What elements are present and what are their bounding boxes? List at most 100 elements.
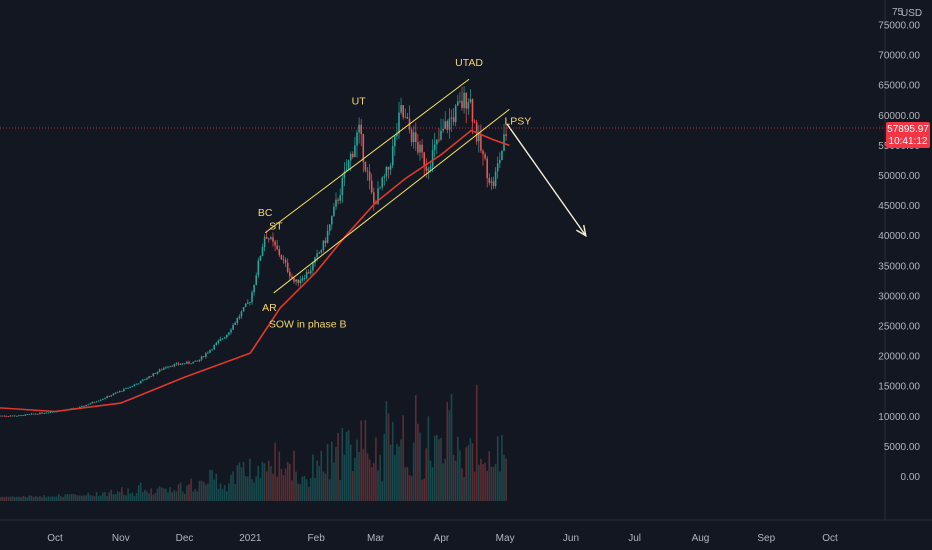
x-tick-label: Mar — [367, 533, 385, 544]
candle-body — [305, 272, 308, 279]
volume-bar — [11, 496, 14, 501]
annotation-label: AR — [262, 302, 277, 314]
candle-body — [11, 415, 14, 417]
volume-bar — [34, 496, 37, 501]
volume-bar — [108, 492, 110, 501]
channel-upper-line[interactable] — [264, 78, 470, 234]
volume-bar — [236, 465, 239, 501]
candle-body — [373, 192, 375, 204]
volume-bar — [85, 495, 87, 501]
candle-body — [396, 133, 398, 137]
candle-body — [410, 129, 413, 143]
candle-body — [492, 181, 495, 187]
candle-body — [272, 237, 274, 242]
candle-body — [173, 364, 176, 367]
volume-bar — [137, 485, 140, 501]
volume-bar — [167, 492, 169, 501]
y-tick-label: 25000.00 — [878, 322, 920, 333]
volume-bar — [488, 450, 491, 501]
candle-body — [217, 340, 220, 343]
volume-bar — [438, 439, 440, 501]
candle-body — [427, 168, 430, 171]
candle-body — [423, 152, 425, 167]
candle-body — [312, 262, 314, 271]
candle-body — [49, 411, 52, 413]
candle-body — [436, 139, 438, 145]
candle-body — [18, 415, 20, 417]
candle-body — [326, 231, 329, 243]
candle-body — [471, 99, 474, 122]
candle-body — [501, 150, 503, 161]
volume-bar — [156, 488, 159, 501]
candle-body — [429, 166, 432, 169]
candle-body — [488, 178, 491, 183]
candle-body — [379, 187, 381, 189]
volume-bar — [463, 476, 465, 501]
candle-body — [123, 388, 125, 392]
candle-body — [328, 224, 331, 232]
volume-bar — [202, 481, 205, 501]
candle-body — [480, 134, 482, 151]
candle-body — [194, 360, 197, 362]
candle-body — [81, 405, 83, 407]
volume-bar — [282, 474, 285, 501]
volume-bar — [496, 436, 499, 501]
x-tick-label: 2021 — [239, 533, 262, 544]
volume-bar — [394, 454, 396, 501]
price-axis[interactable]: 0.00 5000.00 10000.00 15000.00 20000.00 25000… — [878, 7, 920, 483]
y-tick-label: 60000.00 — [878, 111, 920, 122]
candle-body — [316, 253, 318, 258]
volume-bar — [412, 442, 415, 501]
candle-body — [412, 132, 415, 143]
volume-bar — [301, 476, 304, 501]
volume-bar — [93, 496, 96, 501]
volume-bar — [118, 492, 121, 501]
volume-bar — [238, 462, 241, 501]
volume-bar — [154, 493, 157, 501]
candle-body — [102, 398, 104, 400]
projection-arrow[interactable] — [506, 123, 587, 238]
candle-body — [452, 117, 455, 123]
volume-bar — [442, 463, 444, 501]
volume-bar — [186, 485, 188, 501]
x-tick-label: Jul — [628, 533, 641, 544]
time-axis[interactable]: Oct Nov Dec 2021 Feb Mar Apr May Jun Jul Aug Sep Oct — [47, 533, 838, 544]
current-price-tag: 57895.97 10:41:12 — [886, 122, 930, 149]
candle-body — [257, 260, 260, 276]
candle-body — [398, 112, 400, 134]
volume-bar — [121, 487, 123, 501]
candle-body — [286, 262, 289, 272]
channel-lower-line[interactable] — [273, 108, 510, 294]
y-tick-label: 5000.00 — [884, 442, 921, 453]
candle-body — [95, 401, 98, 403]
volume-bar — [431, 467, 434, 501]
x-tick-label: Nov — [112, 533, 130, 544]
volume-bar — [324, 473, 327, 501]
y-tick-label: 30000.00 — [878, 291, 920, 302]
volume-bar — [459, 450, 461, 501]
volume-bar — [425, 448, 428, 501]
candle-body — [289, 271, 291, 277]
candle-body — [108, 396, 110, 398]
volume-bar — [53, 496, 56, 501]
candle-body — [331, 216, 333, 225]
candle-body — [496, 163, 499, 172]
volume-bar — [74, 494, 77, 501]
volume-bar — [274, 442, 276, 501]
volume-bar — [475, 384, 478, 501]
candle-body — [209, 350, 211, 353]
volume-bar — [505, 458, 507, 501]
volume-bar — [263, 463, 266, 501]
volume-bar — [0, 497, 1, 501]
volume-bar — [454, 460, 457, 501]
volume-bar — [366, 453, 369, 501]
volume-bar — [297, 483, 299, 501]
volume-bar — [494, 463, 497, 501]
candle-body — [150, 376, 152, 378]
candle-body — [79, 406, 81, 409]
candle-body — [207, 352, 209, 354]
volume-bar — [465, 447, 467, 501]
volume-bar — [383, 434, 386, 501]
volume-bar — [3, 497, 5, 501]
